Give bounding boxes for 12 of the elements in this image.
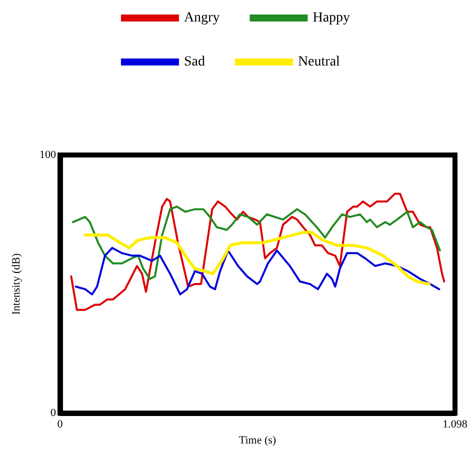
legend-label: Happy bbox=[312, 10, 350, 26]
line-series bbox=[84, 230, 431, 286]
line-series bbox=[70, 192, 446, 311]
line-series bbox=[74, 246, 440, 296]
legend-label: Angry bbox=[184, 10, 220, 26]
y-tick-label: 100 bbox=[40, 149, 56, 161]
x-axis-title: Time (s) bbox=[238, 434, 276, 446]
legend-label: Sad bbox=[184, 54, 205, 70]
y-axis-title: Intensity (dB) bbox=[10, 253, 22, 315]
x-tick-label: 1.098 bbox=[442, 418, 468, 431]
legend-label: Neutral bbox=[298, 54, 340, 70]
line-series bbox=[72, 206, 441, 280]
